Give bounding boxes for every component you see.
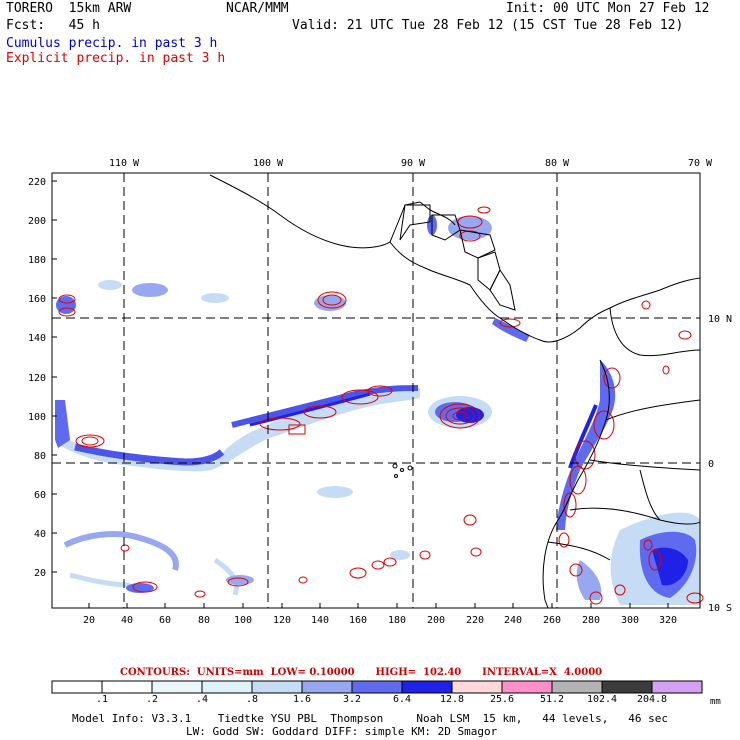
x-tick: 140 <box>311 615 329 626</box>
colorbar-label: 25.6 <box>489 694 515 705</box>
y-tick: 140 <box>28 333 46 344</box>
y-tick: 220 <box>28 177 46 188</box>
x-tick: 20 <box>83 615 95 626</box>
model-name: TORERO 15km ARW <box>6 1 132 16</box>
forecast-hour: Fcst: 45 h <box>6 18 100 33</box>
y-tick: 160 <box>28 294 46 305</box>
colorbar-label: 51.2 <box>539 694 565 705</box>
explicit-legend: Explicit precip. in past 3 h <box>6 51 226 66</box>
cumulus-precip-areas <box>55 215 700 605</box>
colorbar-swatch <box>651 680 703 694</box>
x-tick: 300 <box>621 615 639 626</box>
colorbar-swatch <box>501 680 553 694</box>
x-tick: 80 <box>198 615 210 626</box>
colorbar-label: 204.8 <box>636 694 668 705</box>
colorbar-label: .1 <box>95 694 109 705</box>
colorbar-label: 1.6 <box>292 694 312 705</box>
init-time: Init: 00 UTC Mon 27 Feb 12 <box>506 1 710 16</box>
x-tick: 220 <box>466 615 484 626</box>
colorbar-swatch <box>551 680 603 694</box>
colorbar-swatch <box>601 680 653 694</box>
y-tick: 80 <box>34 451 46 462</box>
colorbar-label: 102.4 <box>586 694 618 705</box>
x-tick: 320 <box>659 615 677 626</box>
x-tick: 280 <box>582 615 600 626</box>
x-tick: 160 <box>349 615 367 626</box>
lat-lon-grid <box>52 173 700 608</box>
colorbar-label: .2 <box>145 694 159 705</box>
lon-label-80w: 80 W <box>545 158 570 169</box>
lon-label-90w: 90 W <box>401 158 426 169</box>
colorbar-swatch <box>101 680 153 694</box>
colorbar-swatch <box>401 680 453 694</box>
x-tick: 240 <box>504 615 522 626</box>
map-frame <box>51 172 701 609</box>
axis-ticks <box>52 180 669 608</box>
x-tick: 100 <box>234 615 252 626</box>
y-tick: 200 <box>28 216 46 227</box>
colorbar-label: .4 <box>195 694 209 705</box>
colorbar-label: .8 <box>245 694 259 705</box>
x-tick: 120 <box>273 615 291 626</box>
colorbar-unit: mm <box>710 697 721 707</box>
organization: NCAR/MMM <box>226 1 289 16</box>
model-info-line2: LW: Godd SW: Goddard DIFF: simple KM: 2D… <box>186 725 498 738</box>
colorbar <box>51 680 703 694</box>
colorbar-swatch <box>251 680 303 694</box>
x-tick: 40 <box>121 615 133 626</box>
colorbar-swatch <box>351 680 403 694</box>
y-tick: 120 <box>28 373 46 384</box>
y-tick: 100 <box>28 412 46 423</box>
explicit-precip-contours <box>58 206 704 605</box>
colorbar-swatch <box>301 680 353 694</box>
colorbar-swatch <box>51 680 103 694</box>
lat-label-10n: 10 N <box>708 314 732 325</box>
lat-label-0: 0 <box>708 459 714 470</box>
x-tick: 200 <box>427 615 445 626</box>
lat-label-10s: 10 S <box>708 603 732 614</box>
colorbar-label: 6.4 <box>392 694 412 705</box>
y-tick: 20 <box>34 568 46 579</box>
colorbar-label: 3.2 <box>342 694 362 705</box>
x-tick: 180 <box>388 615 406 626</box>
colorbar-swatch <box>451 680 503 694</box>
model-info-line1: Model Info: V3.3.1 Tiedtke YSU PBL Thomp… <box>72 712 669 725</box>
coastlines <box>209 174 701 609</box>
contours-info: CONTOURS: UNITS=mm LOW= 0.10000 HIGH= 10… <box>120 667 603 678</box>
y-tick: 40 <box>34 529 46 540</box>
colorbar-swatch <box>151 680 203 694</box>
lon-label-110w: 110 W <box>109 158 140 169</box>
lon-label-70w: 70 W <box>688 158 713 169</box>
y-tick: 60 <box>34 490 46 501</box>
cumulus-legend: Cumulus precip. in past 3 h <box>6 36 218 51</box>
colorbar-swatch <box>201 680 253 694</box>
colorbar-label: 12.8 <box>439 694 465 705</box>
x-tick: 260 <box>543 615 561 626</box>
lon-label-100w: 100 W <box>253 158 284 169</box>
x-tick: 60 <box>159 615 171 626</box>
y-tick: 180 <box>28 255 46 266</box>
valid-time: Valid: 21 UTC Tue 28 Feb 12 (15 CST Tue … <box>292 18 684 33</box>
